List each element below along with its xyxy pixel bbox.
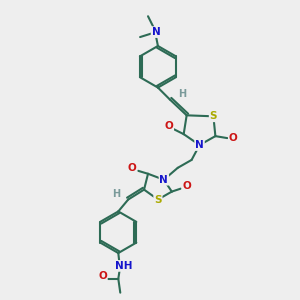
Text: H: H bbox=[178, 88, 186, 98]
Text: S: S bbox=[210, 111, 217, 121]
Text: NH: NH bbox=[116, 261, 133, 271]
Text: N: N bbox=[195, 140, 204, 150]
Text: S: S bbox=[154, 194, 162, 205]
Text: O: O bbox=[128, 163, 136, 173]
Text: O: O bbox=[98, 271, 107, 281]
Text: N: N bbox=[152, 27, 160, 37]
Text: O: O bbox=[182, 181, 191, 191]
Text: H: H bbox=[112, 189, 120, 199]
Text: O: O bbox=[229, 133, 238, 143]
Text: O: O bbox=[164, 121, 173, 131]
Text: N: N bbox=[160, 175, 168, 185]
